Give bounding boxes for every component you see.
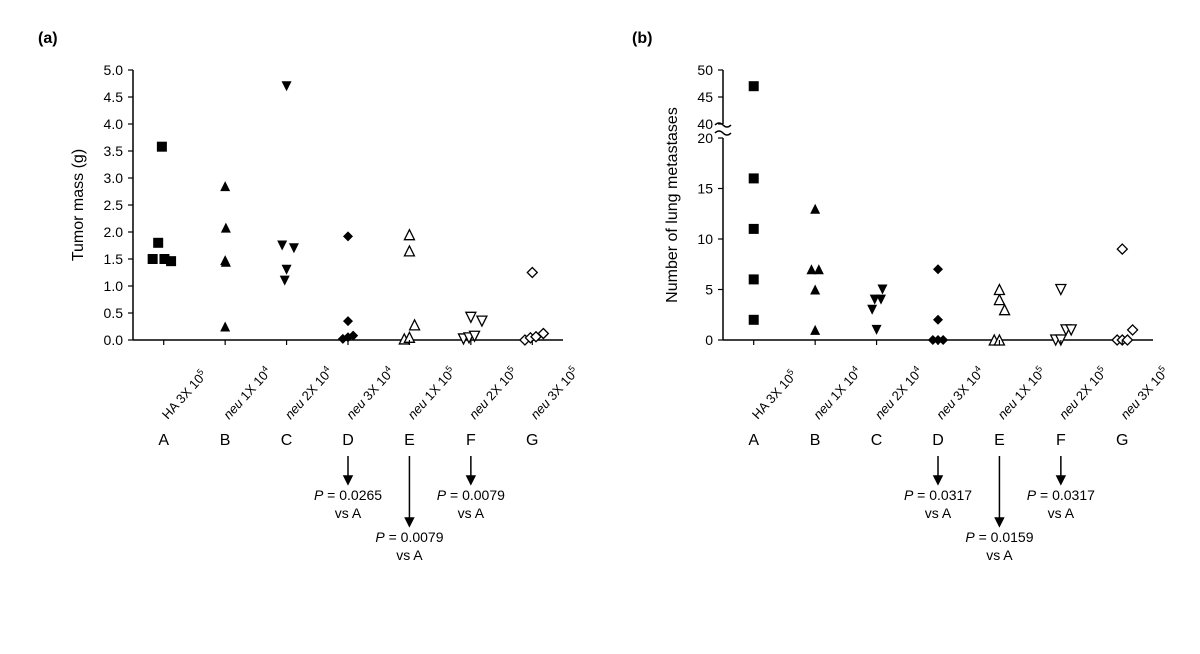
svg-text:E: E	[404, 432, 415, 449]
svg-text:P = 0.0079: P = 0.0079	[437, 487, 505, 503]
svg-text:vs A: vs A	[1048, 505, 1075, 521]
svg-text:Number of lung metastases: Number of lung metastases	[664, 107, 681, 303]
svg-text:0.5: 0.5	[104, 305, 124, 321]
svg-text:E: E	[994, 432, 1005, 449]
svg-text:F: F	[466, 432, 476, 449]
svg-text:5.0: 5.0	[104, 62, 124, 78]
svg-text:P = 0.0317: P = 0.0317	[904, 487, 972, 503]
svg-text:vs A: vs A	[396, 547, 423, 563]
panel-a-label: (a)	[38, 30, 58, 48]
svg-text:neu 1X 104: neu 1X 104	[809, 364, 864, 422]
panel-b-chart: 0 5 10 15 2040 45 50 Number of lung metastases H…	[645, 50, 1183, 610]
svg-text:P = 0.0159: P = 0.0159	[965, 529, 1033, 545]
svg-text:20: 20	[697, 130, 713, 146]
svg-text:4.0: 4.0	[104, 116, 124, 132]
svg-text:neu 3X 105: neu 3X 105	[527, 364, 582, 422]
svg-text:neu 3X 104: neu 3X 104	[932, 364, 987, 422]
svg-text:D: D	[932, 432, 944, 449]
svg-text:1.0: 1.0	[104, 278, 124, 294]
svg-text:0.0: 0.0	[104, 332, 124, 348]
svg-text:3.0: 3.0	[104, 170, 124, 186]
svg-text:G: G	[1116, 432, 1128, 449]
svg-text:vs A: vs A	[458, 505, 485, 521]
svg-text:neu 3X 104: neu 3X 104	[342, 364, 397, 422]
svg-text:50: 50	[697, 62, 713, 78]
svg-text:vs A: vs A	[925, 505, 952, 521]
svg-text:B: B	[810, 432, 821, 449]
svg-text:vs A: vs A	[986, 547, 1013, 563]
svg-text:4.5: 4.5	[104, 89, 124, 105]
svg-text:P = 0.0265: P = 0.0265	[314, 487, 382, 503]
svg-text:C: C	[871, 432, 883, 449]
svg-text:P = 0.0317: P = 0.0317	[1027, 487, 1095, 503]
panel-b-label: (b)	[632, 30, 652, 48]
svg-text:neu 2X 104: neu 2X 104	[871, 364, 926, 422]
svg-text:3.5: 3.5	[104, 143, 124, 159]
svg-text:neu 2X 104: neu 2X 104	[281, 364, 336, 422]
svg-text:G: G	[526, 432, 538, 449]
svg-text:10: 10	[697, 231, 713, 247]
svg-text:15: 15	[697, 181, 713, 197]
svg-text:neu 1X 104: neu 1X 104	[219, 364, 274, 422]
svg-text:B: B	[220, 432, 231, 449]
svg-text:neu 2X 105: neu 2X 105	[1055, 364, 1110, 422]
svg-text:neu 2X 105: neu 2X 105	[465, 364, 520, 422]
svg-text:neu 1X 105: neu 1X 105	[404, 364, 459, 422]
svg-text:Tumor mass (g): Tumor mass (g)	[70, 149, 87, 261]
svg-text:1.5: 1.5	[104, 251, 124, 267]
svg-text:2.5: 2.5	[104, 197, 124, 213]
svg-text:F: F	[1056, 432, 1066, 449]
svg-text:D: D	[342, 432, 354, 449]
svg-text:HA 3X 105: HA 3X 105	[158, 367, 210, 422]
svg-text:HA 3X 105: HA 3X 105	[748, 367, 800, 422]
svg-text:vs A: vs A	[335, 505, 362, 521]
svg-text:C: C	[281, 432, 293, 449]
svg-text:P = 0.0079: P = 0.0079	[375, 529, 443, 545]
svg-text:40: 40	[697, 116, 713, 132]
svg-text:0: 0	[705, 332, 713, 348]
panel-a-chart: 0.0 0.5 1.0 1.5 2.0 2.5 3.0 3.5 4.0 4.5 5.0 Tumor m…	[55, 50, 593, 610]
svg-text:5: 5	[705, 282, 713, 298]
svg-text:A: A	[748, 432, 759, 449]
svg-text:2.0: 2.0	[104, 224, 124, 240]
svg-text:A: A	[158, 432, 169, 449]
svg-text:neu 3X 105: neu 3X 105	[1117, 364, 1172, 422]
svg-text:45: 45	[697, 89, 713, 105]
svg-text:neu 1X 105: neu 1X 105	[994, 364, 1049, 422]
